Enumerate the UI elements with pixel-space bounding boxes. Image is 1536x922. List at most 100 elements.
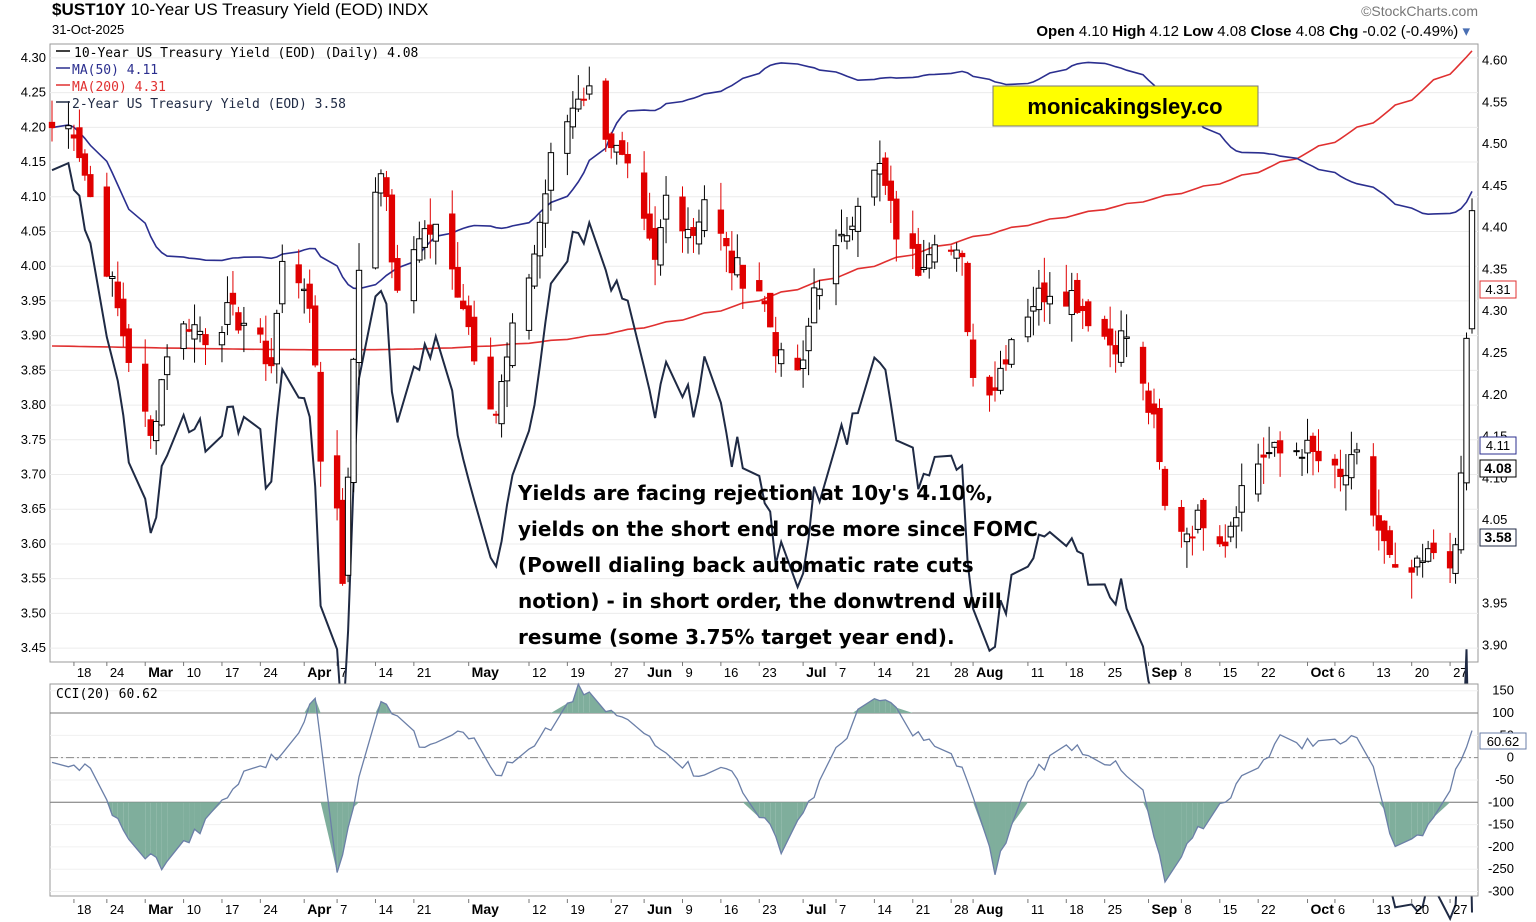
candle-body	[909, 233, 916, 249]
right-tick-label: 4.20	[1482, 387, 1507, 402]
candle-body	[158, 379, 165, 426]
candle-body	[569, 107, 577, 128]
cci-fill-segment	[759, 802, 765, 818]
left-tick-label: 3.45	[21, 640, 46, 655]
candle-body	[350, 358, 357, 484]
candle-body	[624, 153, 631, 164]
candle-body	[931, 244, 938, 263]
candle-body	[1189, 536, 1196, 539]
cci-fill-segment	[572, 684, 579, 714]
candle-body	[1298, 456, 1306, 459]
candle-body	[849, 225, 856, 231]
x-tick-label: 18	[77, 902, 91, 917]
right-tick-label: 4.40	[1482, 220, 1507, 235]
left-tick-label: 3.90	[21, 328, 46, 343]
left-tick-label: 3.70	[21, 467, 46, 482]
cci-fill-segment	[200, 802, 206, 834]
candle-body	[1178, 506, 1185, 532]
cci-fill-segment	[1197, 802, 1204, 829]
candle-body	[1468, 210, 1476, 330]
x-tick-label: Aug	[976, 664, 1003, 680]
left-tick-label: 4.25	[21, 85, 46, 100]
candle-body	[1342, 475, 1350, 486]
candle-body	[602, 80, 609, 140]
x-tick-label: 22	[1261, 665, 1275, 680]
candle-body	[1161, 468, 1169, 506]
chg-dropdown-icon[interactable]: ▾	[1462, 23, 1470, 40]
x-tick-label: 14	[378, 665, 392, 680]
cci-fill-segment	[1395, 802, 1412, 847]
x-tick-label: Oct	[1311, 901, 1335, 917]
cci-tick-label: 0	[1507, 750, 1514, 765]
x-tick-label: 14	[877, 902, 891, 917]
close-value: 4.08	[1295, 23, 1325, 40]
cci-tick-label: -150	[1488, 817, 1514, 832]
cci-fill-segment	[161, 802, 168, 870]
candle-body	[295, 264, 302, 284]
candle-body	[470, 316, 478, 362]
candle-body	[487, 356, 494, 410]
right-tick-label: 3.90	[1482, 637, 1507, 652]
candle-body	[679, 196, 686, 232]
left-tick-label: 4.05	[21, 223, 46, 238]
candle-body	[279, 260, 286, 305]
x-tick-label: 13	[1376, 665, 1390, 680]
left-axis: 3.45 3.50 3.55 3.60 3.65 3.70 3.75 3.80 3.85 3.90…	[21, 50, 46, 655]
cci-fill-segment	[874, 698, 880, 714]
candle-body	[1216, 536, 1223, 545]
candle-body	[317, 371, 324, 462]
cci-fill-segment	[145, 802, 151, 859]
candle-body	[509, 322, 516, 367]
candle-body	[1452, 544, 1459, 574]
cci-fill-segment	[1181, 802, 1187, 858]
cci-fill-segment	[885, 699, 891, 714]
right-tick-label: 4.30	[1482, 303, 1507, 318]
cci-fill-segment	[775, 802, 782, 854]
x-axis-top: 18 24 Mar 10 17 24 Apr 7 14 21 May 12 19 27 Jun 9 16 23 Ju…	[73, 662, 1468, 680]
cci-fill-segment	[989, 802, 996, 875]
candle-body	[1002, 359, 1010, 365]
x-tick-label: 24	[110, 665, 124, 680]
x-tick-label: 19	[570, 665, 584, 680]
cci-fill-segment	[1186, 802, 1193, 844]
left-tick-label: 3.65	[21, 501, 46, 516]
candle-body	[394, 258, 401, 291]
x-tick-label: 7	[340, 902, 347, 917]
candle-body	[163, 356, 171, 376]
annotation: Yields are facing rejection at 10y's 4.1…	[517, 481, 1038, 649]
candle-body	[723, 238, 730, 247]
cci-tick-label: -100	[1488, 794, 1514, 809]
cci-fill-segment	[1005, 802, 1012, 844]
x-tick-label: Jul	[806, 901, 826, 917]
candle-body	[432, 223, 439, 242]
candle-body	[388, 194, 396, 263]
cci-fill-segment	[797, 802, 804, 821]
x-tick-label: 20	[1415, 665, 1429, 680]
right-tick-label: 4.45	[1482, 178, 1507, 193]
candle-body	[383, 177, 390, 197]
left-tick-label: 3.50	[21, 605, 46, 620]
cci-fill-segment	[194, 802, 201, 834]
x-tick-label: 21	[417, 665, 431, 680]
cci-fill-segment	[1154, 802, 1160, 855]
cci-tick-label: 150	[1492, 683, 1514, 698]
candle-body	[1150, 403, 1158, 415]
cci-fill-segment	[380, 701, 387, 714]
cci-fill-segment	[1422, 802, 1429, 836]
cci-tick-label: -200	[1488, 839, 1514, 854]
candle-body	[1331, 458, 1339, 466]
cci-fill-segment	[742, 802, 760, 818]
ma200-tag-box	[1479, 280, 1517, 299]
candle-body	[619, 140, 626, 155]
x-tick-label: 9	[686, 665, 693, 680]
candle-body	[109, 276, 116, 279]
watermark-text: monicakingsley.co	[1027, 94, 1222, 119]
candle-body	[843, 235, 851, 242]
cci-tick-label: -250	[1488, 861, 1514, 876]
open-label: Open	[1036, 23, 1075, 40]
ma50-tag-box	[1479, 436, 1517, 455]
candle-body	[311, 305, 319, 366]
candle-body	[816, 288, 823, 297]
cci-fill-segment	[857, 698, 875, 714]
x-tick-label: 11	[1031, 902, 1045, 917]
